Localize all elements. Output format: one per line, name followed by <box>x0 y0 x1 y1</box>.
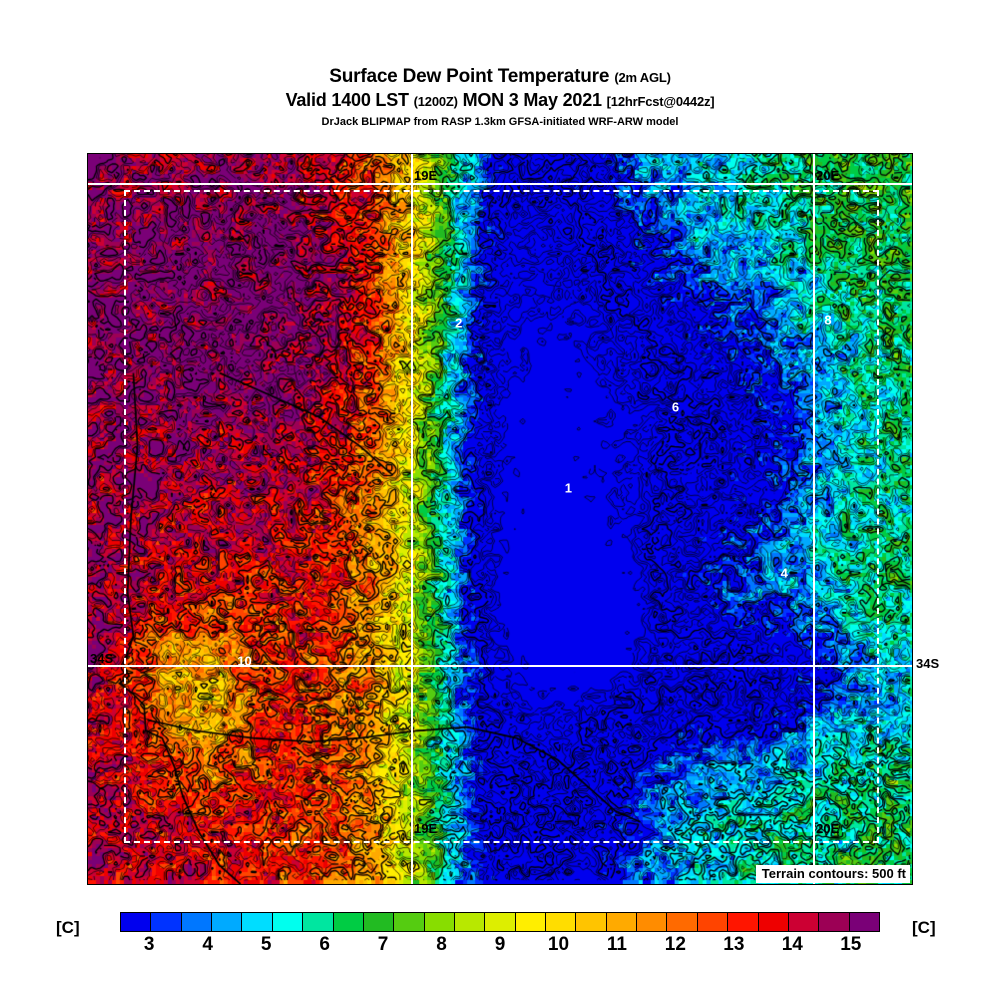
colorbar-cell <box>333 913 364 931</box>
colorbar-cell <box>363 913 395 931</box>
colorbar-cell <box>667 913 698 931</box>
latitude-label: 34S <box>90 651 114 666</box>
graticule-meridian <box>813 154 815 884</box>
colorbar-cell <box>424 913 455 931</box>
longitude-label: 19E <box>414 821 438 836</box>
colorbar-cell <box>546 913 577 931</box>
colorbar-cell <box>819 913 850 931</box>
model-domain-boundary <box>124 189 880 844</box>
latitude-label-right: 34S <box>916 656 940 672</box>
colorbar-unit-left: [C] <box>56 918 80 937</box>
colorbar-tick-label: 6 <box>319 934 330 955</box>
colorbar-tick-label: 12 <box>664 934 686 955</box>
chart-title-main: Surface Dew Point Temperature <box>329 66 610 87</box>
colorbar-cell <box>272 913 304 931</box>
graticule-meridian <box>411 154 413 884</box>
valid-date: MON 3 May 2021 <box>462 90 602 110</box>
colorbar-cell <box>637 913 668 931</box>
terrain-contour-note: Terrain contours: 500 ft <box>755 865 910 883</box>
colorbar-cell <box>485 913 516 931</box>
contour-value-label: 1 <box>564 480 573 496</box>
colorbar-tick-label: 15 <box>840 934 862 955</box>
chart-title: Surface Dew Point Temperature (2m AGL) <box>0 66 1000 89</box>
model-source: DrJack BLIPMAP from RASP 1.3km GFSA-init… <box>321 116 679 128</box>
colorbar-tick-label: 5 <box>260 934 272 955</box>
colorbar-tick-label: 7 <box>377 934 389 955</box>
colorbar-ticks: 3 4 5 6 7 8 9 10 11 12 13 14 15 <box>120 934 880 960</box>
colorbar-tick-label: 11 <box>606 934 627 955</box>
valid-time-zulu: (1200Z) <box>413 94 458 109</box>
chart-title-level: (2m AGL) <box>614 70 671 85</box>
colorbar-cell <box>454 913 486 931</box>
contour-value-label: 10 <box>237 653 252 669</box>
map-panel[interactable]: 286141019E20E19E20E34S34S Terrain contou… <box>87 153 913 885</box>
chart-valid-line: Valid 1400 LST (1200Z) MON 3 May 2021 [1… <box>0 89 1000 113</box>
longitude-label: 20E <box>816 168 840 183</box>
colorbar-cell <box>758 913 789 931</box>
colorbar-row: [C] 3 4 5 6 7 8 9 10 11 12 13 14 15 [C] <box>0 908 1000 968</box>
graticule-parallel <box>88 665 912 667</box>
graticule-parallel <box>88 183 912 185</box>
contour-value-label: 6 <box>671 399 680 415</box>
colorbar-cell <box>303 913 334 931</box>
colorbar-cell <box>697 913 729 931</box>
colorbar-cell <box>515 913 547 931</box>
colorbar-tick-label: 13 <box>723 934 745 955</box>
colorbar-cell <box>606 913 638 931</box>
colorbar-cell <box>788 913 820 931</box>
colorbar-tick-label: 9 <box>494 934 506 955</box>
forecast-hour: [12hrFcst@0442z] <box>606 94 715 109</box>
colorbar-tick-label: 4 <box>202 934 213 955</box>
contour-value-label: 2 <box>455 315 463 331</box>
colorbar-unit-right: [C] <box>912 918 936 937</box>
colorbar <box>120 912 880 932</box>
map-overlay: 286141019E20E19E20E34S34S <box>88 154 912 884</box>
valid-time: Valid 1400 LST <box>285 90 409 110</box>
contour-value-label: 8 <box>824 312 832 328</box>
colorbar-cell <box>849 913 879 931</box>
title-block: Surface Dew Point Temperature (2m AGL) V… <box>0 66 1000 130</box>
longitude-label: 19E <box>414 168 438 183</box>
contour-value-label: 4 <box>780 565 788 581</box>
longitude-label: 20E <box>816 821 840 836</box>
colorbar-cell <box>181 913 213 931</box>
colorbar-tick-label: 10 <box>547 934 570 955</box>
colorbar-tick-label: 8 <box>436 934 447 955</box>
colorbar-cell <box>242 913 273 931</box>
colorbar-cell <box>576 913 607 931</box>
colorbar-cell <box>212 913 243 931</box>
colorbar-cell <box>728 913 759 931</box>
colorbar-tick-label: 14 <box>781 934 803 955</box>
colorbar-cell <box>151 913 182 931</box>
colorbar-cell <box>121 913 152 931</box>
colorbar-tick-label: 3 <box>143 934 155 955</box>
colorbar-cell <box>394 913 425 931</box>
dewpoint-field <box>88 154 912 884</box>
